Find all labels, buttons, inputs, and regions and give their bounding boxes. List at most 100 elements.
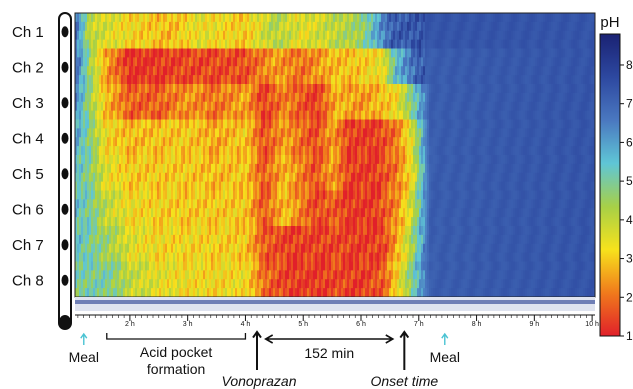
heatmap-cell bbox=[95, 39, 98, 50]
heatmap-cell bbox=[513, 128, 516, 138]
heatmap-cell bbox=[445, 84, 448, 94]
heatmap-cell bbox=[479, 172, 482, 183]
heatmap-cell bbox=[499, 101, 502, 112]
heatmap-cell bbox=[469, 92, 472, 103]
heatmap-cell bbox=[375, 137, 378, 147]
heatmap-cell bbox=[379, 13, 382, 23]
heatmap-cell bbox=[509, 66, 512, 76]
heatmap-cell bbox=[347, 119, 350, 129]
heatmap-cell bbox=[505, 57, 508, 67]
heatmap-cell bbox=[447, 84, 450, 94]
heatmap-cell bbox=[253, 163, 256, 174]
heatmap-cell bbox=[361, 119, 364, 129]
heatmap-cell bbox=[343, 48, 346, 58]
heatmap-cell bbox=[521, 155, 524, 165]
heatmap-cell bbox=[593, 172, 595, 183]
heatmap-cell bbox=[397, 30, 400, 41]
heatmap-cell bbox=[411, 110, 414, 121]
heatmap-cell bbox=[219, 21, 222, 32]
heatmap-cell bbox=[385, 128, 388, 138]
heatmap-cell bbox=[195, 21, 198, 32]
heatmap-cell bbox=[543, 137, 546, 147]
heatmap-cell bbox=[375, 163, 378, 174]
heatmap-cell bbox=[87, 128, 90, 138]
heatmap-cell bbox=[291, 172, 294, 183]
heatmap-cell bbox=[437, 146, 440, 156]
heatmap-cell bbox=[185, 48, 188, 58]
heatmap-cell bbox=[509, 75, 512, 85]
heatmap-cell bbox=[593, 128, 595, 138]
heatmap-cell bbox=[337, 75, 340, 85]
heatmap-cell bbox=[487, 110, 490, 121]
heatmap-cell bbox=[457, 84, 460, 94]
heatmap-cell bbox=[467, 101, 470, 112]
heatmap-cell bbox=[227, 146, 230, 156]
heatmap-cell bbox=[385, 172, 388, 183]
heatmap-cell bbox=[517, 48, 520, 58]
heatmap-cell bbox=[443, 48, 446, 58]
heatmap-cell bbox=[247, 110, 250, 121]
heatmap-cell bbox=[479, 84, 482, 94]
heatmap-cell bbox=[535, 92, 538, 103]
heatmap-cell bbox=[355, 137, 358, 147]
heatmap-cell bbox=[199, 84, 202, 94]
heatmap-cell bbox=[131, 13, 134, 23]
heatmap-cell bbox=[517, 75, 520, 85]
heatmap-cell bbox=[507, 48, 510, 58]
heatmap-cell bbox=[463, 119, 466, 129]
heatmap-cell bbox=[531, 39, 534, 50]
heatmap-cell bbox=[125, 119, 128, 129]
heatmap-cell bbox=[181, 30, 184, 41]
heatmap-cell bbox=[135, 30, 138, 41]
heatmap-cell bbox=[123, 13, 126, 23]
heatmap-cell bbox=[515, 119, 518, 129]
heatmap-cell bbox=[517, 137, 520, 147]
heatmap-cell bbox=[321, 39, 324, 50]
heatmap-cell bbox=[467, 57, 470, 67]
heatmap-cell bbox=[145, 137, 148, 147]
sensor-dot bbox=[61, 26, 69, 38]
heatmap-cell bbox=[577, 137, 580, 147]
heatmap-cell bbox=[93, 39, 96, 50]
heatmap-cell bbox=[483, 110, 486, 121]
heatmap-cell bbox=[237, 128, 240, 138]
heatmap-cell bbox=[199, 163, 202, 174]
heatmap-cell bbox=[233, 101, 236, 112]
heatmap-cell bbox=[89, 13, 92, 23]
heatmap-cell bbox=[215, 39, 218, 50]
heatmap-cell bbox=[403, 172, 406, 183]
heatmap-cell bbox=[117, 84, 120, 94]
heatmap-cell bbox=[501, 66, 504, 76]
heatmap-cell bbox=[409, 128, 412, 138]
heatmap-cell bbox=[465, 48, 468, 58]
heatmap-cell bbox=[353, 128, 356, 138]
heatmap-cell bbox=[563, 137, 566, 147]
heatmap-cell bbox=[325, 30, 328, 41]
heatmap-cell bbox=[291, 21, 294, 32]
heatmap-cell bbox=[573, 172, 576, 183]
heatmap-cell bbox=[499, 13, 502, 23]
heatmap-cell bbox=[303, 13, 306, 23]
heatmap-cell bbox=[197, 119, 200, 129]
heatmap-cell bbox=[145, 92, 148, 103]
heatmap-cell bbox=[471, 57, 474, 67]
heatmap-cell bbox=[183, 21, 186, 32]
heatmap-cell bbox=[231, 172, 234, 183]
heatmap-cell bbox=[171, 119, 174, 129]
heatmap-cell bbox=[335, 137, 338, 147]
heatmap-cell bbox=[125, 155, 128, 165]
heatmap-cell bbox=[301, 155, 304, 165]
heatmap-cell bbox=[507, 155, 510, 165]
heatmap-cell bbox=[579, 75, 582, 85]
heatmap-cell bbox=[127, 172, 130, 183]
heatmap-cell bbox=[317, 119, 320, 129]
heatmap-cell bbox=[179, 92, 182, 103]
heatmap-cell bbox=[89, 75, 92, 85]
heatmap-cell bbox=[457, 57, 460, 67]
heatmap-cell bbox=[577, 110, 580, 121]
heatmap-cell bbox=[427, 101, 430, 112]
heatmap-cell bbox=[571, 101, 574, 112]
heatmap-cell bbox=[421, 75, 424, 85]
heatmap-cell bbox=[425, 30, 428, 41]
heatmap-cell bbox=[351, 101, 354, 112]
